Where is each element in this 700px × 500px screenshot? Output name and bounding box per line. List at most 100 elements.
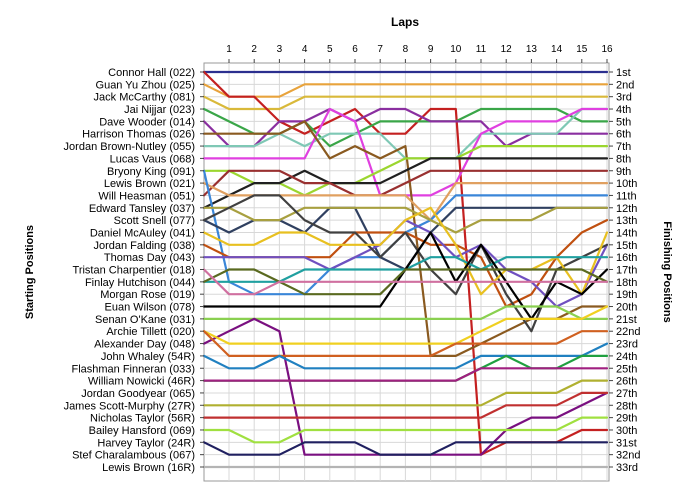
x-tick-label: 16 bbox=[601, 44, 613, 55]
series-line-23 bbox=[202, 268, 609, 296]
starting-position-label: John Whaley (54R) bbox=[101, 351, 195, 363]
finishing-position-label: 25th bbox=[616, 363, 637, 375]
finishing-position-label: 29th bbox=[616, 413, 637, 425]
series-layer bbox=[202, 70, 609, 469]
finishing-position-label: 8th bbox=[616, 153, 631, 165]
starting-position-label: Tristan Charpentier (018) bbox=[73, 265, 195, 277]
finishing-positions-axis-label: Finishing Positions bbox=[661, 221, 673, 322]
x-tick-label: 13 bbox=[526, 44, 538, 55]
x-tick-label: 10 bbox=[450, 44, 462, 55]
x-tick-label: 3 bbox=[277, 44, 283, 55]
x-tick-label: 8 bbox=[403, 44, 409, 55]
starting-position-label: Lewis Brown (021) bbox=[104, 178, 195, 190]
starting-position-label: Finlay Hutchison (044) bbox=[85, 277, 195, 289]
series-line-19 bbox=[202, 194, 609, 333]
finishing-position-label: 27th bbox=[616, 388, 637, 400]
tick-layer bbox=[200, 59, 613, 468]
series-line-12 bbox=[202, 169, 609, 197]
starting-positions-axis-label: Starting Positions bbox=[24, 225, 36, 319]
starting-position-label: Will Heasman (051) bbox=[98, 190, 195, 202]
finishing-position-label: 16th bbox=[616, 252, 637, 264]
x-tick-label: 4 bbox=[302, 44, 308, 55]
x-tick-label: 5 bbox=[327, 44, 333, 55]
x-tick-label: 6 bbox=[352, 44, 358, 55]
finishing-position-label: 18th bbox=[616, 277, 637, 289]
finishing-position-label: 30th bbox=[616, 425, 637, 437]
series-line-24 bbox=[202, 268, 609, 296]
series-line-33 bbox=[202, 391, 609, 419]
finishing-position-label: 7th bbox=[616, 141, 631, 153]
starting-position-label: Jai Nijjar (023) bbox=[124, 104, 195, 116]
finishing-position-label: 12th bbox=[616, 203, 637, 215]
series-line-29 bbox=[202, 342, 609, 370]
starting-position-label: Alexander Day (048) bbox=[94, 339, 195, 351]
finishing-position-label: 11th bbox=[616, 190, 637, 202]
finishing-position-label: 3rd bbox=[616, 92, 632, 104]
starting-position-label: Nicholas Taylor (56R) bbox=[90, 413, 195, 425]
starting-position-label: Scott Snell (077) bbox=[114, 215, 195, 227]
series-line-34 bbox=[202, 416, 609, 444]
series-line-28 bbox=[202, 330, 609, 357]
starting-position-label: Archie Tillett (020) bbox=[106, 326, 195, 338]
x-tick-label: 14 bbox=[551, 44, 563, 55]
finishing-position-label: 13th bbox=[616, 215, 637, 227]
finishing-position-label: 21st bbox=[616, 314, 637, 326]
starting-position-label: Bailey Hansford (069) bbox=[89, 425, 195, 437]
finishing-position-label: 19th bbox=[616, 289, 637, 301]
series-line-3 bbox=[202, 95, 609, 111]
finishing-position-label: 6th bbox=[616, 129, 631, 141]
starting-position-label: Connor Hall (022) bbox=[108, 67, 195, 79]
series-line-20 bbox=[202, 206, 609, 296]
finishing-position-label: 4th bbox=[616, 104, 631, 116]
finishing-position-label: 20th bbox=[616, 302, 637, 314]
x-tick-label: 11 bbox=[476, 44, 487, 55]
starting-position-label: Daniel McAuley (041) bbox=[90, 227, 195, 239]
finishing-position-label: 9th bbox=[616, 166, 631, 178]
x-tick-label: 9 bbox=[428, 44, 434, 55]
starting-position-label: Dave Wooder (014) bbox=[99, 116, 195, 128]
starting-position-label: Edward Tansley (037) bbox=[89, 203, 195, 215]
x-tick-label: 15 bbox=[576, 44, 588, 55]
finishing-position-label: 31st bbox=[616, 437, 637, 449]
finishing-position-label: 17th bbox=[616, 265, 637, 277]
finishing-position-label: 24th bbox=[616, 351, 637, 363]
series-line-35 bbox=[202, 441, 609, 456]
starting-position-label: Bryony King (091) bbox=[107, 166, 195, 178]
starting-position-label: Jordan Brown-Nutley (055) bbox=[64, 141, 195, 153]
x-tick-label: 1 bbox=[226, 44, 232, 55]
finishing-position-label: 28th bbox=[616, 400, 637, 412]
x-tick-label: 12 bbox=[501, 44, 513, 55]
starting-position-label: Jack McCarthy (081) bbox=[94, 92, 195, 104]
x-tick-label: 2 bbox=[251, 44, 257, 55]
starting-position-label: Jordan Falding (038) bbox=[93, 240, 195, 252]
finishing-position-label: 23rd bbox=[616, 339, 638, 351]
starting-position-label: Morgan Rose (019) bbox=[100, 289, 195, 301]
starting-position-label: Flashman Finneran (033) bbox=[71, 363, 195, 375]
finishing-position-label: 22nd bbox=[616, 326, 640, 338]
series-line-25 bbox=[202, 305, 609, 320]
finishing-position-label: 33rd bbox=[616, 462, 638, 474]
finishing-position-label: 1st bbox=[616, 67, 631, 79]
series-line-2 bbox=[202, 83, 609, 98]
finishing-position-label: 14th bbox=[616, 227, 637, 239]
series-line-16 bbox=[202, 206, 609, 234]
starting-position-label: Euan Wilson (078) bbox=[105, 302, 196, 314]
finishing-position-label: 32nd bbox=[616, 450, 640, 462]
starting-position-label: Lucas Vaus (068) bbox=[110, 153, 195, 165]
starting-position-label: Harvey Taylor (24R) bbox=[97, 437, 195, 449]
finishing-position-label: 2nd bbox=[616, 79, 634, 91]
finishing-position-label: 26th bbox=[616, 376, 637, 388]
finishing-position-label: 15th bbox=[616, 240, 637, 252]
series-line-27 bbox=[202, 305, 609, 345]
starting-position-label: Jordan Goodyear (065) bbox=[81, 388, 195, 400]
starting-position-label: Lewis Brown (16R) bbox=[102, 462, 195, 474]
starting-position-label: Harrison Thomas (026) bbox=[82, 129, 195, 141]
series-line-11 bbox=[202, 157, 609, 209]
starting-position-label: Stef Charalambous (067) bbox=[72, 450, 195, 462]
starting-position-label: William Nowicki (46R) bbox=[88, 376, 195, 388]
starting-position-label: James Scott-Murphy (27R) bbox=[64, 400, 195, 412]
starting-position-label: Guan Yu Zhou (025) bbox=[96, 79, 195, 91]
